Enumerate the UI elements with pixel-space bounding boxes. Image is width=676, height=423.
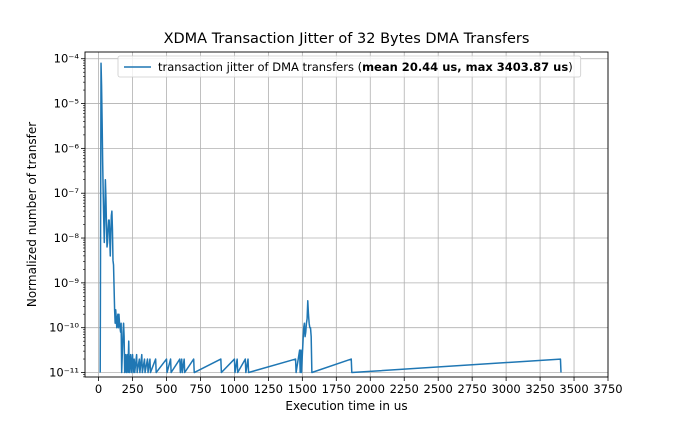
x-tick-label: 2750 (458, 382, 487, 396)
series-line (99, 62, 562, 374)
grid-lines (85, 52, 609, 377)
plot-series-group (99, 62, 562, 374)
x-tick-label: 2500 (424, 382, 453, 396)
y-axis-label: Normalized number of transfer (25, 122, 39, 307)
x-tick-label: 2250 (390, 382, 419, 396)
legend: transaction jitter of DMA transfers (mea… (117, 55, 582, 78)
plot-frame (84, 51, 609, 378)
x-tick-label: 1000 (220, 382, 249, 396)
y-tick-label: 10⁻⁸ (54, 231, 80, 245)
x-tick-label: 2000 (356, 382, 385, 396)
y-tick-label: 10⁻⁵ (54, 97, 80, 111)
y-tick-label: 10⁻⁹ (54, 276, 80, 290)
x-tick-label: 1250 (254, 382, 283, 396)
legend-label-prefix: transaction jitter of DMA transfers ( (158, 60, 362, 74)
y-tick-label: 10⁻⁶ (54, 141, 80, 155)
legend-label-stats: mean 20.44 us, max 3403.87 us (362, 60, 568, 74)
chart-title: XDMA Transaction Jitter of 32 Bytes DMA … (164, 31, 530, 47)
y-tick-label: 10⁻⁷ (54, 186, 80, 200)
legend-label-suffix: ) (568, 60, 573, 74)
legend-series-label: transaction jitter of DMA transfers (mea… (158, 60, 573, 74)
y-tick-label: 10⁻⁴ (54, 52, 80, 66)
legend-box (117, 55, 582, 78)
x-tick-label: 500 (156, 382, 178, 396)
x-tick-label: 3000 (491, 382, 520, 396)
x-tick-label: 0 (95, 382, 102, 396)
y-axis-ticks: 10⁻¹¹ 10⁻¹⁰ 10⁻⁹ 10⁻⁸ 10⁻⁷ 10⁻⁶ 10⁻⁵ 10⁻⁴ (49, 52, 85, 380)
x-tick-label: 3250 (525, 382, 554, 396)
x-tick-label: 1750 (322, 382, 351, 396)
x-tick-label: 250 (122, 382, 144, 396)
x-tick-label: 750 (189, 382, 211, 396)
y-tick-label: 10⁻¹⁰ (49, 321, 79, 335)
x-axis-ticks: 0 250 500 750 1000 1250 1500 1750 2000 2250 2500 27… (95, 377, 623, 396)
x-tick-label: 3750 (593, 382, 622, 396)
x-tick-label: 3500 (559, 382, 588, 396)
x-axis-label: Execution time in us (285, 399, 407, 413)
y-tick-label: 10⁻¹¹ (49, 366, 79, 380)
x-tick-label: 1500 (288, 382, 317, 396)
